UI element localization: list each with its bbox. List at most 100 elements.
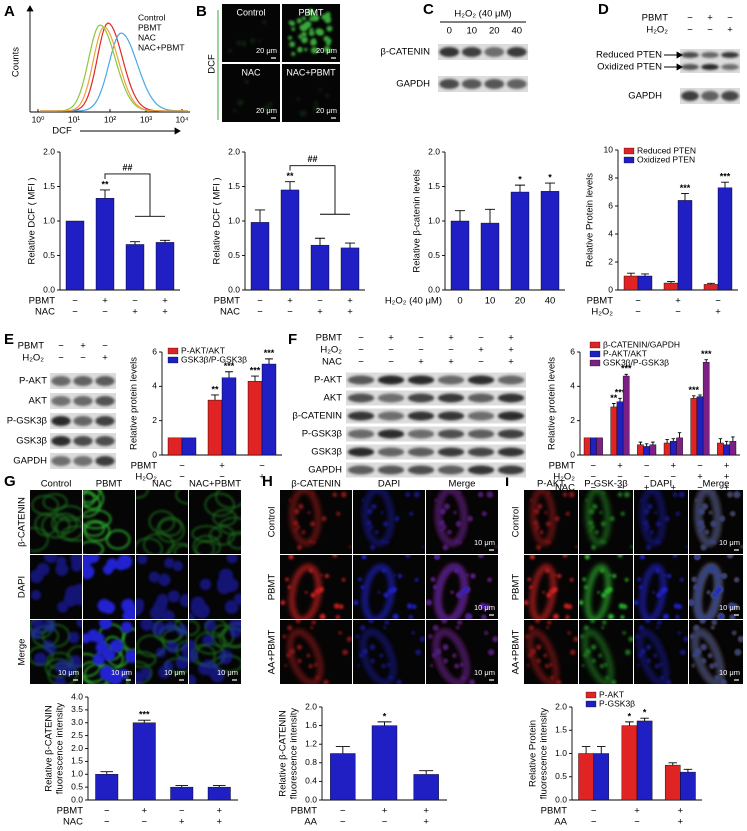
tissue-signal [712, 620, 717, 625]
micrograph: NAC 20 μm [222, 64, 280, 122]
nucleus [155, 647, 166, 658]
tissue-signal [643, 520, 649, 526]
significance: ** [101, 179, 109, 189]
tissue-signal [296, 525, 301, 530]
tissue-signal [457, 620, 462, 625]
significance: *** [621, 364, 632, 374]
blot-band [467, 393, 495, 403]
tissue-signal [306, 653, 311, 658]
legend-swatch [623, 156, 635, 164]
y-tick-label: 6 [608, 200, 613, 210]
condition-value: − [591, 461, 597, 472]
tissue-signal [575, 545, 578, 549]
tissue-signal [719, 516, 725, 522]
condition-value: + [347, 296, 353, 307]
tissue-signal [414, 578, 419, 582]
blot-band [506, 79, 527, 89]
y-tick-label: 0.0 [428, 284, 440, 294]
nucleus [175, 656, 188, 670]
error-bar [254, 209, 266, 223]
tissue-signal [557, 573, 562, 578]
tissue-signal [535, 525, 540, 530]
cell-signal [257, 107, 261, 112]
x-axis-label: DCF [52, 126, 72, 137]
tissue-signal [478, 492, 484, 497]
legend-swatch [167, 347, 179, 355]
tissue-signal [308, 663, 313, 669]
tissue-signal [397, 573, 402, 578]
error-bar [627, 272, 635, 276]
tissue-signal [567, 631, 571, 635]
y-tick-label: 4 [570, 381, 575, 391]
tissue [695, 564, 721, 619]
signal [426, 555, 492, 619]
condition-value: + [724, 472, 730, 483]
tissue-signal [366, 508, 373, 515]
signal [30, 620, 82, 684]
condition-value: − [697, 461, 703, 472]
micrograph [579, 620, 633, 684]
tissue-signal [713, 541, 716, 544]
cell-signal [288, 20, 293, 25]
bar [167, 437, 183, 456]
tissue-signal [439, 520, 445, 526]
row-label: GSK3β [16, 436, 47, 447]
tissue-signal [700, 525, 705, 530]
blot-band [461, 47, 482, 57]
tissue-signal [544, 511, 548, 515]
tissue-signal [443, 658, 448, 663]
condition-value: − [644, 461, 650, 472]
tissue-signal [295, 620, 301, 624]
row-label: PBMT [511, 574, 522, 601]
bar [280, 189, 300, 291]
bar [663, 282, 679, 291]
bar [623, 275, 639, 291]
tissue-signal [311, 620, 316, 625]
tissue-signal [529, 585, 533, 589]
row-label: AA+PBMT [267, 630, 278, 675]
tissue-signal [301, 530, 306, 535]
tissue-signal [293, 520, 299, 526]
nucleus [45, 644, 57, 655]
tissue-signal [637, 577, 641, 582]
tissue-signal [383, 626, 387, 629]
scale-label: 20 μm [316, 46, 337, 55]
nucleus [55, 562, 69, 576]
tissue-signal [533, 520, 539, 526]
tissue-signal [370, 544, 376, 550]
tissue-signal [304, 591, 308, 594]
condition-value: + [448, 333, 454, 344]
tissue-signal [581, 664, 585, 667]
blot-band [701, 52, 719, 58]
tissue-signal [652, 591, 655, 594]
nucleus [189, 674, 197, 684]
tissue-signal [708, 653, 713, 658]
blot-band [439, 79, 460, 89]
condition-value: + [707, 13, 713, 24]
error-bar [704, 359, 708, 363]
blot-band [407, 429, 435, 439]
blot-band [467, 429, 495, 439]
tissue-signal [700, 620, 706, 624]
signal [634, 555, 684, 619]
blot-band [506, 47, 527, 57]
cell-signal [298, 34, 303, 39]
blot-band [681, 91, 699, 101]
signal [585, 490, 633, 550]
bar [596, 437, 603, 456]
tissue-signal [393, 574, 396, 577]
nucleus [151, 621, 166, 636]
tissue-signal [733, 491, 740, 498]
tissue-signal [310, 592, 316, 598]
blot-band [377, 465, 405, 475]
tissue-signal [464, 586, 470, 593]
condition-value: − [72, 307, 78, 318]
condition-value: − [358, 333, 364, 344]
blot-band [467, 411, 495, 421]
tissue-signal [369, 644, 376, 650]
y-axis-label: Relative Protein levels [585, 173, 596, 267]
tissue-signal [308, 540, 312, 544]
row-label: Control [267, 507, 278, 538]
scale-label: 10 μm [474, 538, 495, 547]
